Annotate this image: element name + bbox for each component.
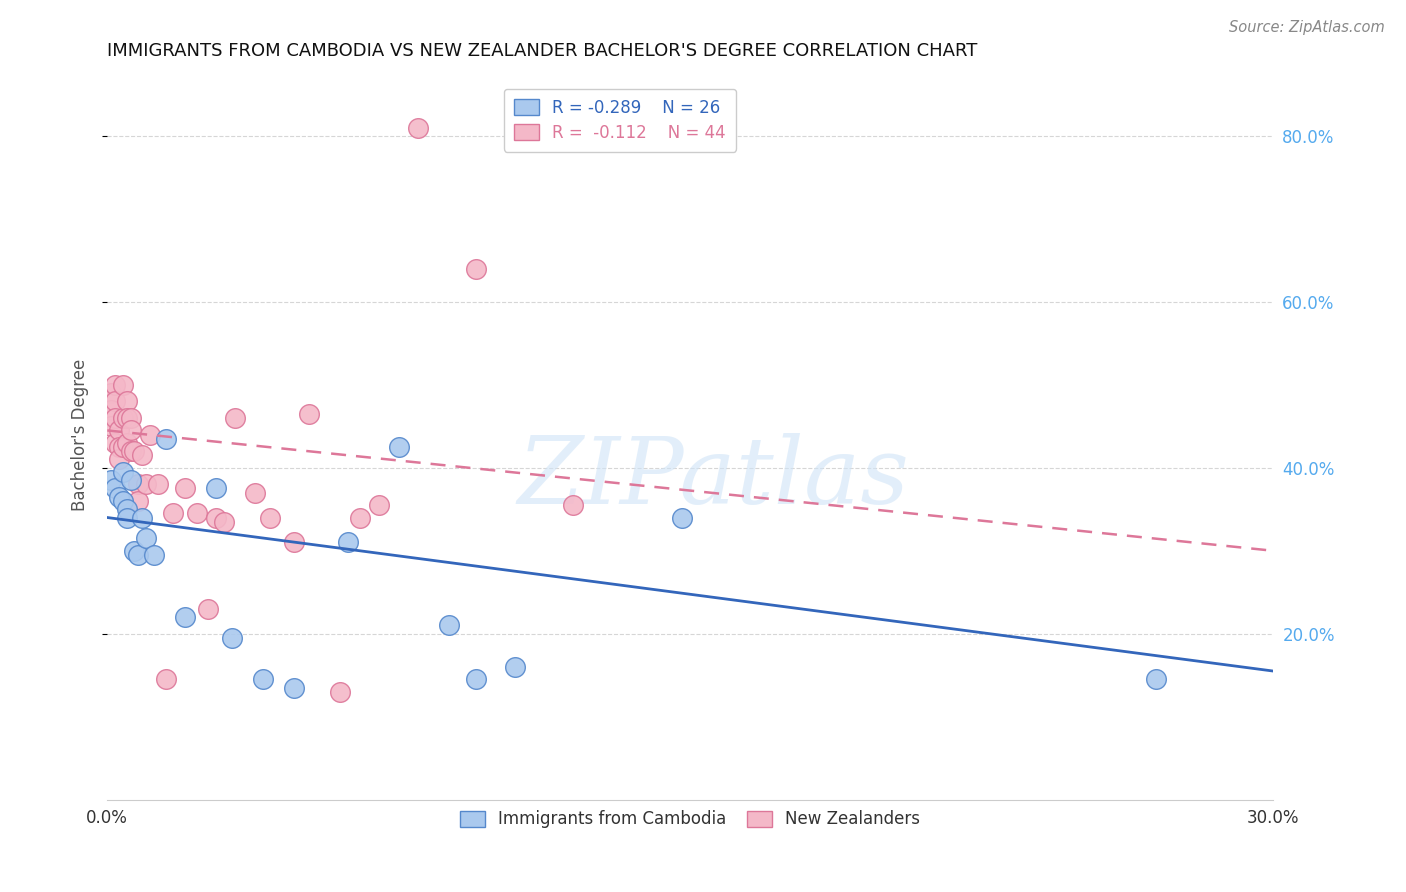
Point (120, 473, 142, 487)
Point (406, 120, 429, 135)
Point (243, 485, 266, 500)
Point (115, 411, 138, 425)
Point (135, 477, 157, 491)
Point (115, 436, 138, 450)
Point (437, 618, 460, 632)
Point (221, 631, 243, 645)
Point (465, 673, 488, 687)
Point (142, 548, 165, 562)
Point (127, 494, 149, 508)
Point (100, 473, 122, 487)
Point (108, 490, 131, 504)
Point (127, 477, 149, 491)
Point (298, 407, 321, 421)
Point (1144, 673, 1167, 687)
Point (155, 673, 177, 687)
Point (120, 424, 142, 438)
Point (388, 440, 411, 454)
Point (205, 510, 228, 524)
Point (104, 411, 127, 425)
Point (197, 601, 219, 615)
Point (224, 411, 246, 425)
Point (120, 411, 142, 425)
Point (124, 543, 146, 558)
Point (252, 673, 274, 687)
Point (111, 494, 134, 508)
Y-axis label: Bachelor's Degree: Bachelor's Degree (72, 359, 89, 511)
Point (671, 510, 693, 524)
Point (131, 510, 153, 524)
Point (115, 394, 138, 409)
Point (124, 444, 146, 458)
Point (337, 535, 360, 549)
Point (186, 507, 208, 521)
Point (111, 465, 134, 479)
Point (283, 535, 305, 549)
Point (115, 502, 138, 516)
Point (503, 660, 526, 674)
Point (146, 477, 169, 491)
Point (100, 402, 122, 417)
Point (174, 610, 197, 624)
Point (162, 507, 184, 521)
Point (120, 444, 142, 458)
Point (174, 482, 197, 496)
Point (131, 448, 153, 462)
Point (111, 411, 134, 425)
Point (104, 436, 127, 450)
Point (205, 482, 228, 496)
Point (368, 498, 391, 512)
Point (104, 482, 127, 496)
Point (100, 386, 122, 401)
Point (104, 394, 127, 409)
Point (283, 681, 305, 695)
Point (127, 548, 149, 562)
Point (108, 452, 131, 467)
Point (329, 684, 352, 698)
Text: Source: ZipAtlas.com: Source: ZipAtlas.com (1229, 20, 1385, 35)
Point (104, 377, 127, 392)
Text: IMMIGRANTS FROM CAMBODIA VS NEW ZEALANDER BACHELOR'S DEGREE CORRELATION CHART: IMMIGRANTS FROM CAMBODIA VS NEW ZEALANDE… (107, 42, 977, 60)
Point (259, 510, 281, 524)
Point (111, 440, 134, 454)
Point (100, 419, 122, 434)
Point (465, 261, 488, 276)
Point (349, 510, 371, 524)
Point (562, 498, 585, 512)
Legend: Immigrants from Cambodia, New Zealanders: Immigrants from Cambodia, New Zealanders (453, 804, 927, 835)
Point (108, 440, 131, 454)
Point (155, 432, 177, 446)
Text: ZIPatlas: ZIPatlas (517, 434, 910, 524)
Point (212, 515, 235, 529)
Point (115, 510, 138, 524)
Point (139, 427, 162, 442)
Point (108, 424, 131, 438)
Point (135, 531, 157, 545)
Point (111, 377, 134, 392)
